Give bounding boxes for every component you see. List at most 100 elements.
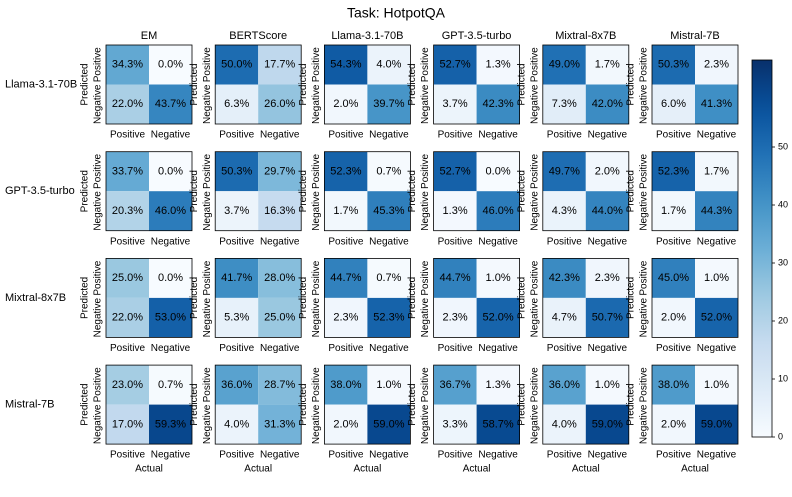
x-tick-label: Negative: [478, 343, 518, 354]
y-tick-label: Positive: [639, 260, 650, 295]
x-tick-label: Positive: [438, 343, 473, 354]
x-tick-label: Positive: [219, 236, 254, 247]
y-tick-label: Positive: [420, 47, 431, 82]
value-label: 7.3%: [552, 98, 577, 110]
value-label: 50.3%: [221, 165, 252, 177]
heatmap-cell: [215, 258, 259, 298]
value-label: 36.0%: [549, 379, 580, 391]
value-label: 59.0%: [592, 418, 623, 430]
y-tick-label: Positive: [311, 47, 322, 82]
chart-title: Task: HotpotQA: [347, 5, 446, 21]
x-tick-label: Negative: [260, 130, 300, 141]
colorbar-tick-label: 50: [778, 141, 788, 151]
value-label: 52.0%: [482, 312, 513, 324]
value-label: 28.7%: [264, 379, 295, 391]
heatmap-cell: [542, 191, 586, 231]
heatmap-cell: [476, 45, 520, 85]
y-tick-label: Positive: [311, 260, 322, 295]
y-tick-label: Negative: [639, 191, 650, 231]
value-label: 44.7%: [330, 272, 361, 284]
heatmap-cell: [149, 191, 192, 231]
heatmap-cell: [652, 45, 695, 85]
value-label: 50.3%: [658, 59, 689, 71]
y-axis-label: Predicted: [516, 383, 527, 425]
heatmap-cell: [367, 45, 411, 85]
heatmap-cell: [652, 151, 695, 192]
x-tick-label: Positive: [438, 450, 473, 461]
value-label: 1.7%: [661, 205, 686, 217]
x-tick-label: Positive: [438, 236, 473, 247]
y-axis-label: Predicted: [298, 277, 309, 319]
colorbar-tick-label: 10: [778, 373, 788, 383]
x-tick-label: Negative: [697, 130, 737, 141]
y-axis-label: Predicted: [298, 63, 309, 105]
heatmap-cell: [433, 45, 477, 85]
value-label: 38.0%: [658, 379, 689, 391]
heatmap-cell: [433, 151, 477, 192]
heatmap-cell: [476, 404, 520, 445]
heatmap-cell: [258, 404, 302, 445]
y-axis-label: Predicted: [189, 170, 200, 212]
value-label: 1.7%: [595, 59, 620, 71]
value-label: 17.0%: [112, 418, 143, 430]
x-axis-label: Actual: [463, 464, 491, 475]
y-tick-label: Negative: [311, 191, 322, 231]
heatmap-cell: [324, 365, 368, 405]
value-label: 3.3%: [443, 418, 468, 430]
heatmap-cell: [106, 151, 149, 192]
y-axis-label: Predicted: [407, 383, 418, 425]
colorbar-tick-label: 40: [778, 199, 788, 209]
heatmap-cell: [324, 258, 368, 298]
value-label: 1.7%: [333, 205, 358, 217]
heatmap-cell: [149, 151, 192, 192]
value-label: 41.3%: [701, 98, 732, 110]
value-label: 16.3%: [264, 205, 295, 217]
column-title: Llama-3.1-70B: [331, 30, 403, 42]
x-tick-label: Negative: [588, 450, 628, 461]
y-tick-label: Negative: [529, 84, 540, 124]
x-tick-label: Positive: [110, 130, 145, 141]
heatmap-cell: [106, 365, 149, 405]
value-label: 25.0%: [112, 272, 143, 284]
row-label: Mixtral-8x7B: [5, 292, 66, 304]
colorbar: [751, 59, 773, 438]
y-tick-label: Negative: [93, 404, 104, 444]
heatmap-cell: [258, 191, 302, 231]
value-label: 22.0%: [112, 312, 143, 324]
value-label: 31.3%: [264, 418, 295, 430]
value-label: 20.3%: [112, 205, 143, 217]
value-label: 4.0%: [552, 418, 577, 430]
value-label: 23.0%: [112, 379, 143, 391]
y-axis-label: Predicted: [189, 277, 200, 319]
x-tick-label: Negative: [151, 343, 191, 354]
x-tick-label: Negative: [369, 236, 409, 247]
value-label: 0.0%: [158, 165, 183, 177]
y-tick-label: Negative: [529, 404, 540, 444]
value-label: 0.7%: [376, 272, 401, 284]
y-tick-label: Positive: [202, 154, 213, 189]
value-label: 45.3%: [373, 205, 404, 217]
y-tick-label: Positive: [311, 154, 322, 189]
x-axis-label: Actual: [135, 464, 163, 475]
value-label: 22.0%: [112, 98, 143, 110]
y-tick-label: Negative: [311, 84, 322, 124]
x-tick-label: Positive: [110, 450, 145, 461]
x-tick-label: Negative: [151, 130, 191, 141]
colorbar-tick-label: 0: [778, 431, 783, 441]
x-tick-label: Negative: [697, 450, 737, 461]
heatmap-cell: [324, 45, 368, 85]
value-label: 1.0%: [376, 379, 401, 391]
value-label: 26.0%: [264, 98, 295, 110]
row-label: Llama-3.1-70B: [5, 78, 77, 90]
y-tick-label: Positive: [202, 367, 213, 402]
y-tick-label: Negative: [420, 404, 431, 444]
heatmap-cell: [433, 258, 477, 298]
y-tick-label: Positive: [202, 260, 213, 295]
heatmap-cell: [215, 297, 259, 338]
x-tick-label: Negative: [369, 450, 409, 461]
y-axis-label: Predicted: [626, 170, 637, 212]
heatmap-cell: [149, 45, 192, 85]
y-tick-label: Positive: [93, 367, 104, 402]
y-axis-label: Predicted: [189, 383, 200, 425]
